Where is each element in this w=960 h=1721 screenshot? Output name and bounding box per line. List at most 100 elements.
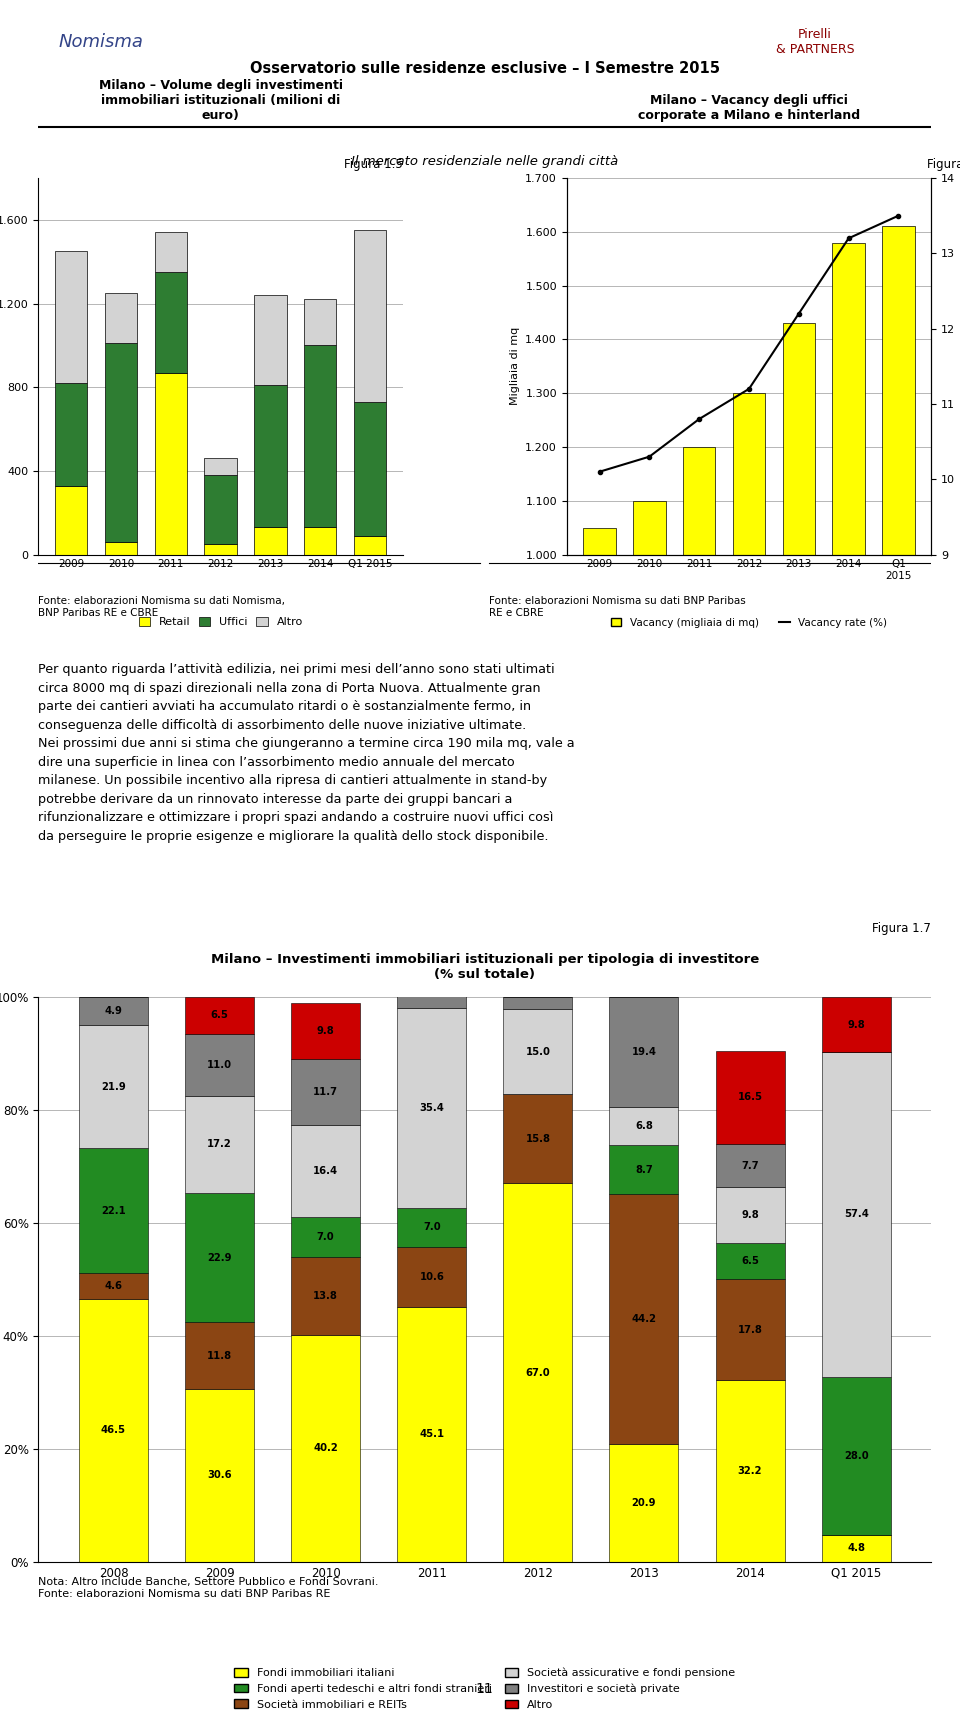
Bar (822, 1052, 891, 1377)
Bar (304, 299, 336, 346)
Bar (155, 232, 187, 272)
Bar (503, 1010, 572, 1095)
Text: 67.0: 67.0 (525, 1368, 550, 1377)
Bar (397, 1306, 467, 1561)
Text: Il mercato residenziale nelle grandi città: Il mercato residenziale nelle grandi cit… (351, 155, 618, 167)
Bar (79, 1274, 148, 1299)
Text: Milano – Vacancy degli uffici
corporate a Milano e hinterland: Milano – Vacancy degli uffici corporate … (638, 93, 860, 122)
Text: 6.8: 6.8 (635, 1120, 653, 1131)
Text: 22.9: 22.9 (207, 1253, 231, 1263)
Bar (254, 386, 287, 527)
Bar (55, 251, 87, 384)
Bar (610, 1107, 679, 1144)
Bar (397, 1208, 467, 1248)
Bar (354, 403, 386, 535)
Bar (291, 1256, 360, 1335)
Bar (55, 485, 87, 554)
Text: 22.1: 22.1 (101, 1206, 126, 1215)
Bar (610, 1194, 679, 1444)
Text: 9.8: 9.8 (848, 1019, 865, 1029)
Bar (610, 1444, 679, 1561)
Bar (503, 1184, 572, 1561)
Bar (185, 1193, 254, 1322)
Bar (291, 1058, 360, 1124)
Bar (397, 996, 467, 1009)
Bar (185, 1389, 254, 1561)
Bar (79, 1024, 148, 1148)
Bar (304, 527, 336, 554)
Text: 32.2: 32.2 (738, 1466, 762, 1477)
Text: Fonte: elaborazioni Nomisma su dati BNP Paribas
RE e CBRE: Fonte: elaborazioni Nomisma su dati BNP … (490, 595, 746, 618)
Bar (882, 227, 915, 1093)
Text: 11.0: 11.0 (207, 1060, 232, 1070)
Bar (503, 996, 572, 1010)
Bar (79, 1148, 148, 1274)
Text: 19.4: 19.4 (632, 1046, 657, 1057)
Bar (185, 1096, 254, 1193)
Bar (715, 1243, 784, 1279)
Text: 40.2: 40.2 (313, 1444, 338, 1453)
Text: Milano – Volume degli investimenti
immobiliari istituzionali (milioni di
euro): Milano – Volume degli investimenti immob… (99, 79, 343, 122)
Bar (204, 475, 237, 544)
Text: 13.8: 13.8 (313, 1291, 338, 1301)
Text: 15.0: 15.0 (525, 1046, 550, 1057)
Bar (503, 1095, 572, 1184)
Text: 20.9: 20.9 (632, 1497, 657, 1508)
Bar (782, 324, 815, 1093)
Text: 45.1: 45.1 (420, 1430, 444, 1439)
Text: 9.8: 9.8 (317, 1026, 334, 1036)
Bar (732, 392, 765, 1093)
Text: Fonte: elaborazioni Nomisma su dati Nomisma,
BNP Paribas RE e CBRE: Fonte: elaborazioni Nomisma su dati Nomi… (38, 595, 285, 618)
Text: 8.7: 8.7 (636, 1165, 653, 1174)
Bar (105, 342, 137, 542)
Bar (715, 1380, 784, 1561)
Bar (291, 1335, 360, 1561)
Bar (254, 527, 287, 554)
Bar (185, 996, 254, 1034)
Bar (610, 996, 679, 1107)
Bar (397, 1009, 467, 1208)
Bar (354, 231, 386, 403)
Text: 4.6: 4.6 (105, 1280, 123, 1291)
Text: Osservatorio sulle residenze esclusive – I Semestre 2015: Osservatorio sulle residenze esclusive –… (250, 62, 720, 76)
Text: 10.6: 10.6 (420, 1272, 444, 1282)
Bar (715, 1144, 784, 1187)
Bar (185, 1034, 254, 1096)
Bar (105, 542, 137, 554)
Text: Pirelli
& PARTNERS: Pirelli & PARTNERS (776, 29, 854, 57)
Text: 11.8: 11.8 (207, 1351, 232, 1361)
Bar (155, 272, 187, 372)
Bar (822, 1377, 891, 1535)
Bar (683, 447, 715, 1093)
Bar (291, 1003, 360, 1058)
Text: 44.2: 44.2 (632, 1313, 657, 1323)
Bar (610, 1144, 679, 1194)
Bar (715, 1187, 784, 1243)
Text: 17.8: 17.8 (737, 1325, 762, 1335)
Bar (397, 1248, 467, 1306)
Text: 30.6: 30.6 (207, 1470, 232, 1480)
Bar (291, 1217, 360, 1256)
Text: 11: 11 (476, 1681, 493, 1695)
Text: 9.8: 9.8 (741, 1210, 759, 1220)
Y-axis label: Migliaia di mq: Migliaia di mq (510, 327, 519, 406)
Text: 15.8: 15.8 (525, 1134, 550, 1144)
Text: Per quanto riguarda l’attività edilizia, nei primi mesi dell’anno sono stati ult: Per quanto riguarda l’attività edilizia,… (38, 663, 575, 843)
Text: Nomisma: Nomisma (59, 33, 143, 52)
Bar (822, 1535, 891, 1561)
Bar (304, 346, 336, 527)
Bar (155, 372, 187, 554)
Text: Milano – Investimenti immobiliari istituzionali per tipologia di investitore
(% : Milano – Investimenti immobiliari istitu… (210, 953, 759, 981)
Text: Nota: Altro include Banche, Settore Pubblico e Fondi Sovrani.
Fonte: elaborazion: Nota: Altro include Banche, Settore Pubb… (38, 1578, 379, 1599)
Text: 4.8: 4.8 (847, 1544, 865, 1554)
Bar (185, 1322, 254, 1389)
Bar (822, 996, 891, 1052)
Text: Figura 1.7: Figura 1.7 (873, 922, 931, 935)
Text: 7.0: 7.0 (423, 1222, 441, 1232)
Bar (204, 544, 237, 554)
Text: 46.5: 46.5 (101, 1425, 126, 1435)
Bar (584, 528, 615, 1093)
Text: 7.0: 7.0 (317, 1232, 334, 1243)
Bar (79, 996, 148, 1024)
Legend: Retail, Uffici, Altro: Retail, Uffici, Altro (134, 613, 307, 632)
